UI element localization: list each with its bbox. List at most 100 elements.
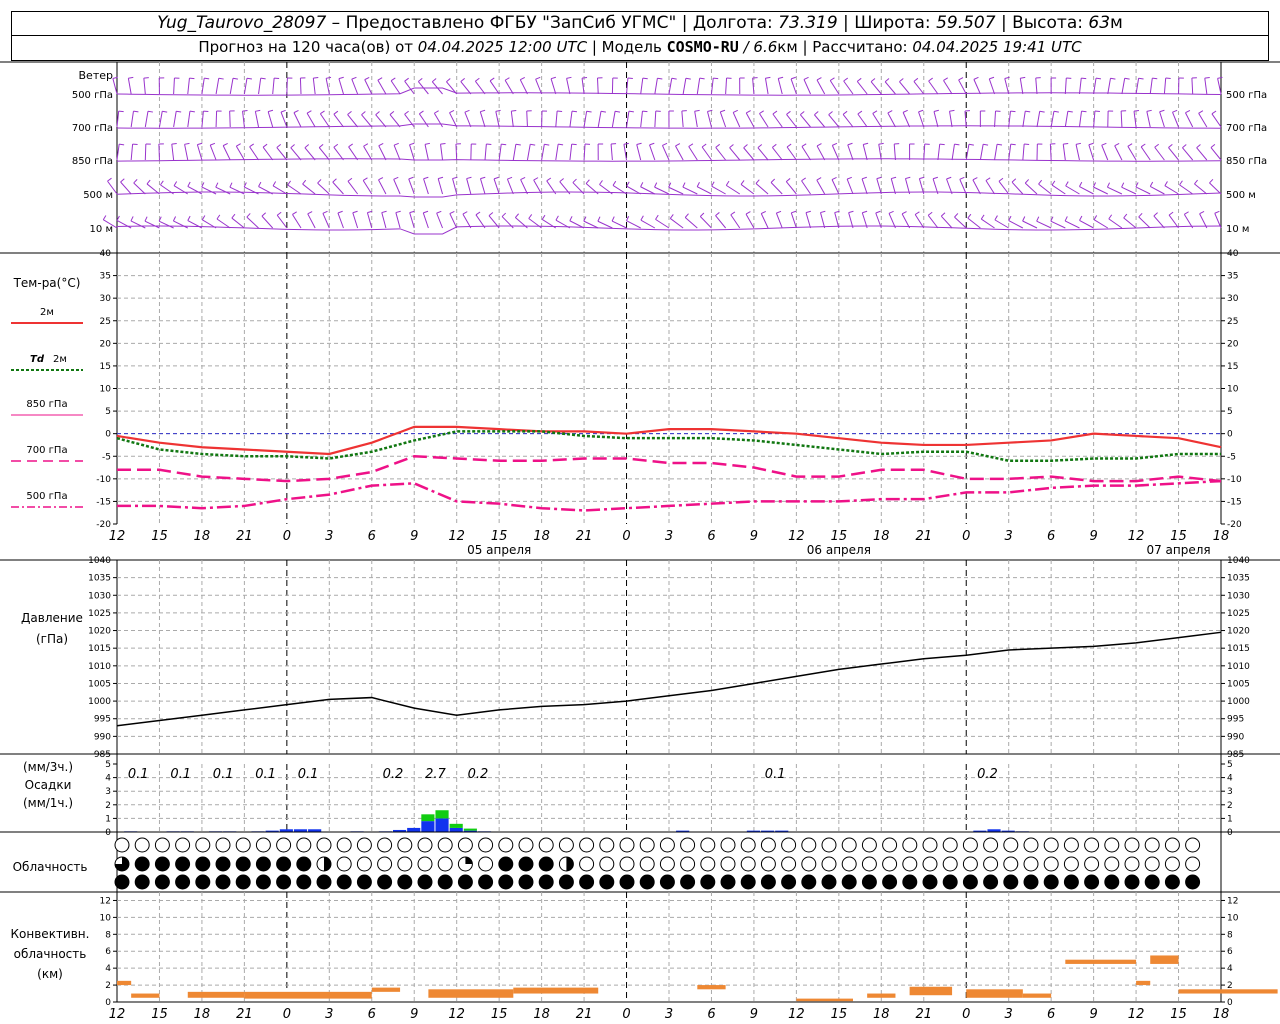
wind-barb-feather — [480, 176, 486, 180]
wind-barb — [696, 186, 712, 195]
conv-bar — [513, 987, 599, 994]
temp-ytick-left: -10 — [96, 475, 111, 485]
pressure-unit: (гПа) — [36, 632, 68, 646]
wind-barb — [1123, 217, 1137, 229]
wind-barb-feather — [550, 76, 556, 80]
wind-barb-feather — [856, 77, 862, 82]
conv-ytick-right: 10 — [1227, 913, 1239, 923]
wind-barb — [585, 183, 599, 195]
wind-barb — [940, 215, 953, 229]
wind-barb-feather — [1079, 215, 1083, 221]
wind-barb — [348, 146, 359, 161]
wind-barb-feather — [395, 210, 401, 214]
wind-barb — [981, 218, 995, 229]
wind-barb — [1185, 112, 1194, 128]
conv-xtick: 18 — [873, 1007, 890, 1022]
wind-barb-feather — [434, 110, 439, 114]
wind-barb-feather — [655, 214, 659, 220]
wind-barb — [831, 179, 840, 195]
wind-level-label: 10 м — [90, 224, 113, 235]
precip-bar-green — [421, 814, 435, 822]
temp-xtick: 12 — [448, 529, 465, 544]
temp-xtick: 12 — [788, 529, 805, 544]
wind-barb-feather — [1182, 144, 1187, 149]
wind-barb — [988, 78, 996, 95]
wind-barb-feather — [229, 182, 233, 188]
wind-barb — [338, 78, 344, 95]
wind-barb-feather — [364, 76, 370, 81]
wind-barb-feather — [675, 143, 681, 147]
cloud-symbol — [356, 837, 372, 853]
conv-xtick: 9 — [1089, 1007, 1097, 1022]
wind-barb-feather — [184, 142, 190, 145]
wind-level-label: 500 гПа — [72, 90, 113, 101]
pressure-ytick-right: 995 — [1227, 715, 1244, 725]
wind-barb-feather — [729, 144, 734, 149]
wind-barb — [1108, 218, 1123, 229]
wind-barb — [144, 143, 147, 161]
wind-barb — [243, 78, 248, 95]
wind-barb-feather — [1209, 178, 1214, 184]
wind-barb — [506, 178, 514, 195]
wind-barb — [286, 77, 288, 95]
wind-barb-feather — [790, 76, 796, 80]
wind-barb — [417, 81, 429, 95]
wind-barb-feather — [685, 77, 691, 80]
wind-barb — [710, 78, 714, 95]
precip-3h-label: 0.1 — [213, 767, 234, 782]
wind-barb — [389, 114, 401, 128]
wind-barb-feather — [1011, 178, 1017, 183]
cloud-symbol — [1023, 837, 1039, 853]
wind-barb-feather — [668, 182, 672, 188]
legend-td-b: 2м — [53, 354, 67, 365]
cloud-symbol — [740, 837, 756, 853]
wind-barb-feather — [1036, 216, 1040, 222]
cloud-symbol — [882, 837, 898, 853]
cloud-symbol — [720, 837, 736, 853]
wind-level-label: 850 гПа — [72, 156, 113, 167]
precip-3h-label: 0.2 — [977, 767, 998, 782]
wind-barb-feather — [1185, 110, 1191, 114]
wind-barb-feather — [968, 143, 974, 146]
conv-ytick-right: 6 — [1227, 947, 1233, 957]
wind-barb-feather — [389, 111, 395, 115]
cloud-symbol — [1063, 856, 1079, 872]
wind-barb-feather — [1081, 110, 1087, 113]
wind-barb-feather — [816, 143, 822, 147]
wind-barb — [1198, 113, 1208, 128]
cloud-symbol — [336, 874, 352, 890]
cloud-symbol — [175, 874, 191, 890]
wind-barb — [1075, 144, 1080, 161]
temp-series-line — [117, 479, 1222, 512]
wind-barb-feather — [1106, 182, 1111, 188]
cloud-symbol-fill — [115, 857, 129, 871]
wind-barb — [173, 77, 175, 95]
wind-barb — [688, 146, 698, 161]
cloud-symbol — [942, 874, 958, 890]
temp-ytick-right: 20 — [1227, 339, 1239, 349]
wind-barb — [322, 213, 330, 229]
cloud-symbol — [983, 837, 999, 853]
cloud-symbol — [599, 856, 615, 872]
wind-barb — [913, 81, 925, 95]
wind-barb-feather — [347, 177, 353, 182]
conv-ytick-left: 8 — [105, 930, 111, 940]
wind-barb-feather — [688, 143, 694, 147]
wind-level-label-right: 700 гПа — [1226, 123, 1267, 134]
wind-barb — [201, 78, 205, 95]
wind-barb-feather — [954, 143, 960, 146]
cloud-symbol — [740, 856, 756, 872]
wind-barb — [1011, 181, 1024, 195]
wind-barb-feather — [514, 213, 520, 218]
wind-barb — [1036, 220, 1052, 229]
wind-barb-feather — [755, 179, 760, 184]
temp-xtick: 15 — [831, 529, 848, 544]
cloud-symbol — [639, 856, 655, 872]
wind-barb — [446, 81, 458, 95]
wind-barb-feather — [857, 110, 863, 115]
wind-barb-feather — [408, 176, 414, 180]
precip-3h-label: 0.1 — [170, 767, 191, 782]
wind-barb-feather — [940, 212, 946, 217]
init-time: 04.04.2025 12:00 UTC — [417, 38, 588, 56]
wind-barb-feather — [891, 176, 897, 180]
